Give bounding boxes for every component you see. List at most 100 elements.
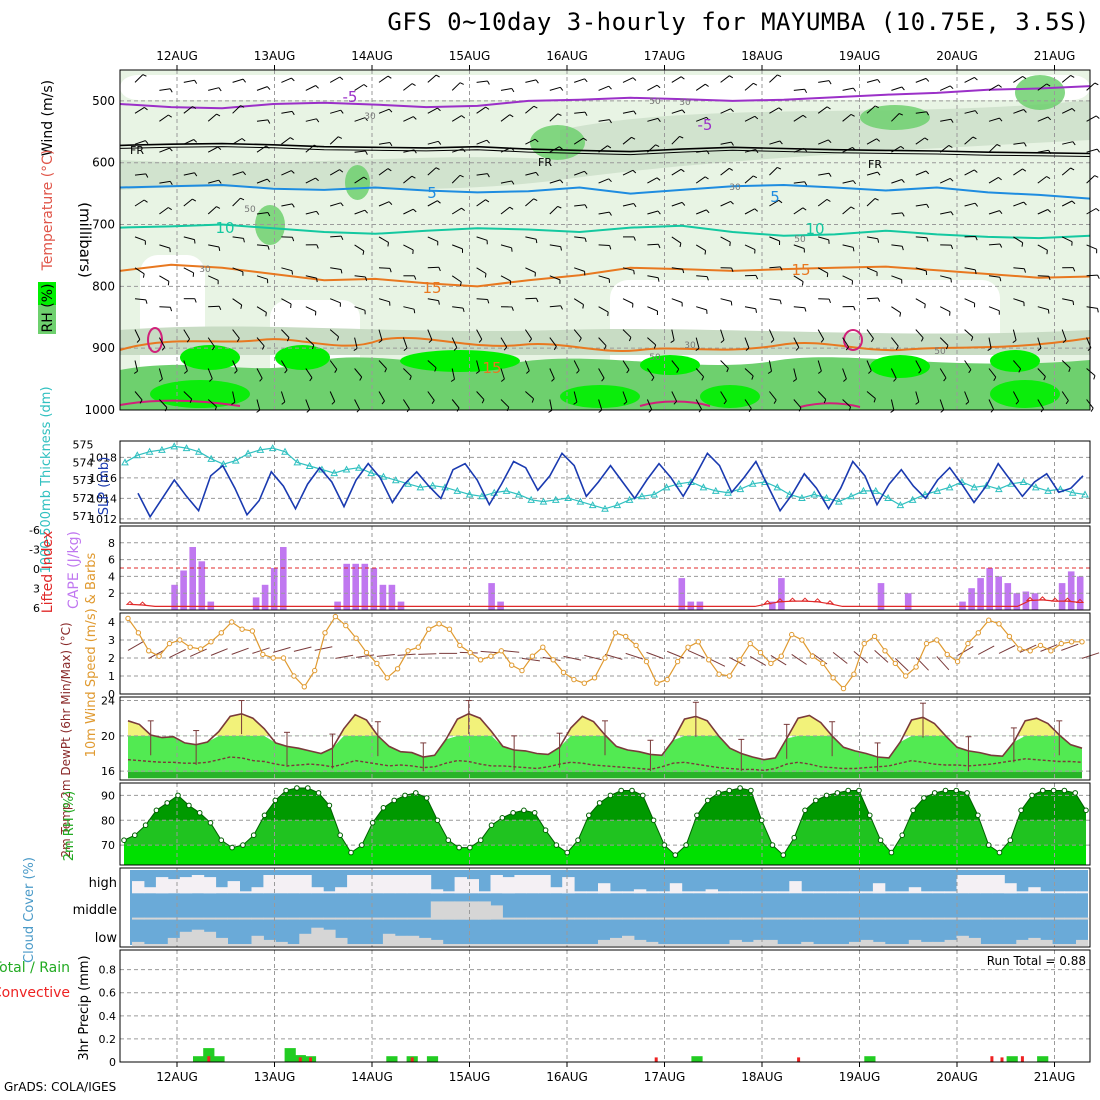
wind-barb <box>134 298 146 301</box>
isotherm-label: FR <box>130 144 144 157</box>
cloud-cover-cell-low <box>347 944 360 946</box>
thickness-marker <box>736 485 745 493</box>
cloud-cover-cell-low <box>359 944 372 946</box>
wind-barb <box>403 244 414 251</box>
wind-barb <box>573 137 584 145</box>
cloud-cover-cell-middle <box>394 917 408 920</box>
wind-barb-flag <box>1094 82 1099 86</box>
wind-barb <box>988 243 1001 246</box>
cloud-cover-cell-middle <box>980 917 993 920</box>
rh2m-point <box>769 842 776 848</box>
surface-wind-barb <box>584 654 602 661</box>
wind-barb <box>354 176 365 184</box>
cloud-cover-cell-high <box>860 891 874 894</box>
wind-barb-flag <box>730 301 733 306</box>
cloud-cover-cell-middle <box>777 917 790 920</box>
wind-barb <box>256 399 261 411</box>
thickness-marker <box>170 442 179 450</box>
wind-barb-flag <box>535 79 539 84</box>
wind-speed-point <box>602 655 608 661</box>
wind-barb-flag <box>557 113 562 116</box>
wind-barb-flag <box>999 277 1002 282</box>
wind-barb <box>842 399 851 408</box>
wind-barb <box>768 360 772 372</box>
wind-barb <box>183 236 195 241</box>
wind-barb <box>158 337 166 348</box>
wind-speed-point <box>291 673 297 679</box>
wind-barb <box>305 210 317 215</box>
wind-barb-flag <box>462 307 465 313</box>
thickness-marker <box>871 486 880 494</box>
wind-barb-flag <box>920 337 924 342</box>
wind-barb <box>866 138 877 145</box>
precip-tick-label: 0.4 <box>99 1010 117 1023</box>
thickness-marker <box>527 495 535 503</box>
wind-barb-flag <box>1043 376 1046 381</box>
wind-barb-flag <box>926 111 930 116</box>
surface-wind-barb <box>397 653 416 656</box>
wind-barb-flag <box>804 307 807 312</box>
thickness-marker <box>416 483 425 491</box>
wind-barb-flag <box>656 84 661 89</box>
surface-wind-barb <box>356 654 375 658</box>
wind-barb <box>1061 391 1069 401</box>
wind-speed-point <box>1037 642 1044 649</box>
wind-barb-flag <box>731 267 734 272</box>
cloud-cover-cell-high <box>741 891 754 894</box>
rh2m-point <box>488 822 495 829</box>
wind-barb-flag <box>817 370 822 374</box>
wind-barb-flag <box>143 199 148 203</box>
cloud-cover-cell-middle <box>633 917 647 920</box>
wind-barb <box>915 360 922 371</box>
wind-barb-flag <box>144 107 148 111</box>
thickness-marker <box>1019 477 1028 485</box>
wind-barb <box>695 83 706 91</box>
cape-bar <box>280 547 287 610</box>
wind-barb <box>524 329 533 340</box>
wind-barb-flag <box>316 211 320 215</box>
wind-barb <box>281 137 291 145</box>
cape-bar <box>1004 583 1012 610</box>
cloud-cover-cell-middle <box>669 917 683 920</box>
wind-speed-point <box>581 680 587 686</box>
wind-barb-flag <box>853 306 856 311</box>
rh2m-point <box>477 837 484 844</box>
precip-total-label: Total / Rain <box>0 960 70 976</box>
wind-barb-flag <box>1018 368 1022 373</box>
precip-total-bar <box>1006 1056 1018 1062</box>
cloud-cover-cell-high <box>394 875 408 894</box>
wind-barb <box>427 200 438 207</box>
wind-barb-flag <box>389 268 392 273</box>
wind-barb-flag <box>231 401 236 405</box>
wind-barb-flag <box>609 119 612 124</box>
cloud-cover-cell-middle <box>167 917 181 920</box>
isotherm-label: -5 <box>343 88 358 106</box>
wind-barb-flag <box>316 118 320 123</box>
cloud-cover-cell-middle <box>143 917 157 920</box>
wind-barb-flag <box>388 108 393 113</box>
wind-barb-flag <box>1072 267 1076 272</box>
cloud-cover-cell-low <box>753 939 766 946</box>
wind-barb <box>842 275 853 282</box>
wind-barb <box>939 145 950 153</box>
wind-barb-flag <box>509 206 514 210</box>
wind-barb <box>256 275 268 280</box>
cloud-cover-cell-middle <box>610 917 623 920</box>
wind-speed-point <box>550 657 556 663</box>
wind-barb <box>1061 200 1073 207</box>
wind-barb-flag <box>353 347 358 352</box>
chart-title: GFS 0~10day 3-hourly for MAYUMBA (10.75E… <box>387 8 1090 36</box>
wind-barb <box>354 368 363 378</box>
wind-barb <box>159 88 171 91</box>
rh-saturated-patch <box>560 385 640 408</box>
wind-barb-flag <box>584 204 588 209</box>
cape-bar <box>986 568 993 610</box>
cloud-cover-cell-high <box>287 875 300 894</box>
wind-speed-point <box>851 671 857 677</box>
cape-bar <box>370 568 378 610</box>
wind-barb-flag <box>240 304 243 309</box>
rh2m-point <box>283 787 289 794</box>
cape-bar <box>171 584 178 610</box>
wind-barb <box>671 136 680 145</box>
wind-barb <box>647 275 659 279</box>
